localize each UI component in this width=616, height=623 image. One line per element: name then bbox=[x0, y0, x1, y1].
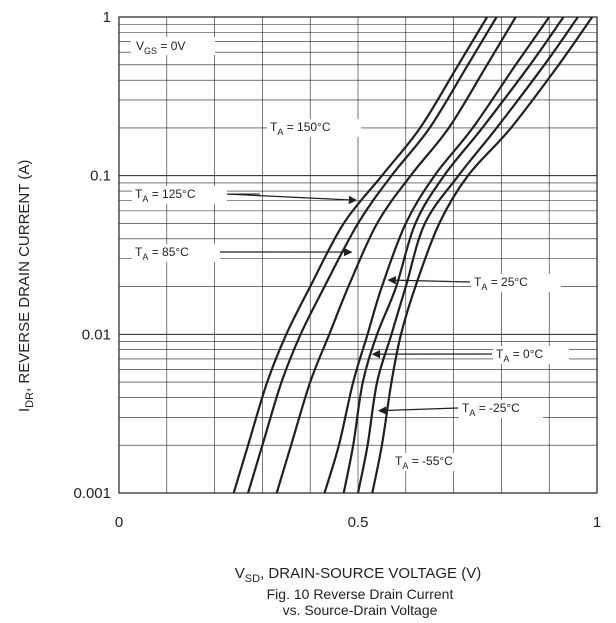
label-arrows bbox=[217, 193, 493, 415]
figure-subtitle: vs. Source-Drain Voltage bbox=[282, 602, 438, 618]
label-arrow bbox=[225, 193, 358, 205]
curve-85°C bbox=[275, 16, 517, 494]
x-tick-label: 0 bbox=[115, 514, 123, 531]
figure-title: Fig. 10 Reverse Drain Current bbox=[266, 586, 454, 602]
label-bg bbox=[459, 400, 543, 418]
curve-label: TA = 25°C bbox=[474, 275, 528, 292]
curve-label: TA = 85°C bbox=[135, 245, 189, 262]
label-bg bbox=[392, 453, 472, 471]
curve-label: TA = 125°C bbox=[135, 187, 196, 204]
label-bg bbox=[471, 274, 561, 292]
x-axis-title: VSD, DRAIN-SOURCE VOLTAGE (V) bbox=[235, 565, 481, 585]
curve-0°C bbox=[342, 16, 565, 494]
y-tick-label: 0.001 bbox=[73, 485, 111, 502]
label-bg bbox=[267, 119, 361, 137]
curve-label: TA = 0°C bbox=[496, 347, 544, 364]
curve-25°C bbox=[323, 16, 551, 494]
curve-150°C bbox=[232, 16, 489, 494]
x-tick-label: 0.5 bbox=[348, 514, 369, 531]
label-arrow bbox=[377, 406, 459, 415]
y-tick-label: 1 bbox=[103, 9, 111, 26]
curve-label: TA = -25°C bbox=[462, 401, 520, 418]
label-bg bbox=[493, 346, 569, 364]
label-bg bbox=[132, 186, 227, 204]
conditions-label: VGS = 0V bbox=[136, 39, 185, 56]
y-tick-label: 0.1 bbox=[90, 168, 111, 185]
y-tick-label: 0.01 bbox=[82, 326, 111, 343]
curve-label: TA = -55°C bbox=[395, 454, 453, 471]
y-axis-title: IDR, REVERSE DRAIN CURRENT (A) bbox=[16, 160, 36, 412]
tick-labels: 0.001 0.01 0.1 1 0 0.5 1 bbox=[73, 9, 601, 531]
figure-caption: Fig. 10 Reverse Drain Current vs. Source… bbox=[120, 586, 600, 618]
label-bg bbox=[132, 244, 220, 262]
curve-labels: TA = 150°C TA = 125°C TA = 85°C TA = 25°C TA… bbox=[132, 119, 569, 471]
x-tick-label: 1 bbox=[593, 514, 601, 531]
conditions-bg bbox=[131, 37, 215, 55]
curves bbox=[232, 16, 594, 494]
label-arrow bbox=[387, 275, 471, 285]
curve--25°C bbox=[356, 16, 579, 494]
curve-125°C bbox=[247, 16, 498, 494]
curve-label: TA = 150°C bbox=[270, 120, 331, 137]
curve--55°C bbox=[371, 16, 594, 494]
